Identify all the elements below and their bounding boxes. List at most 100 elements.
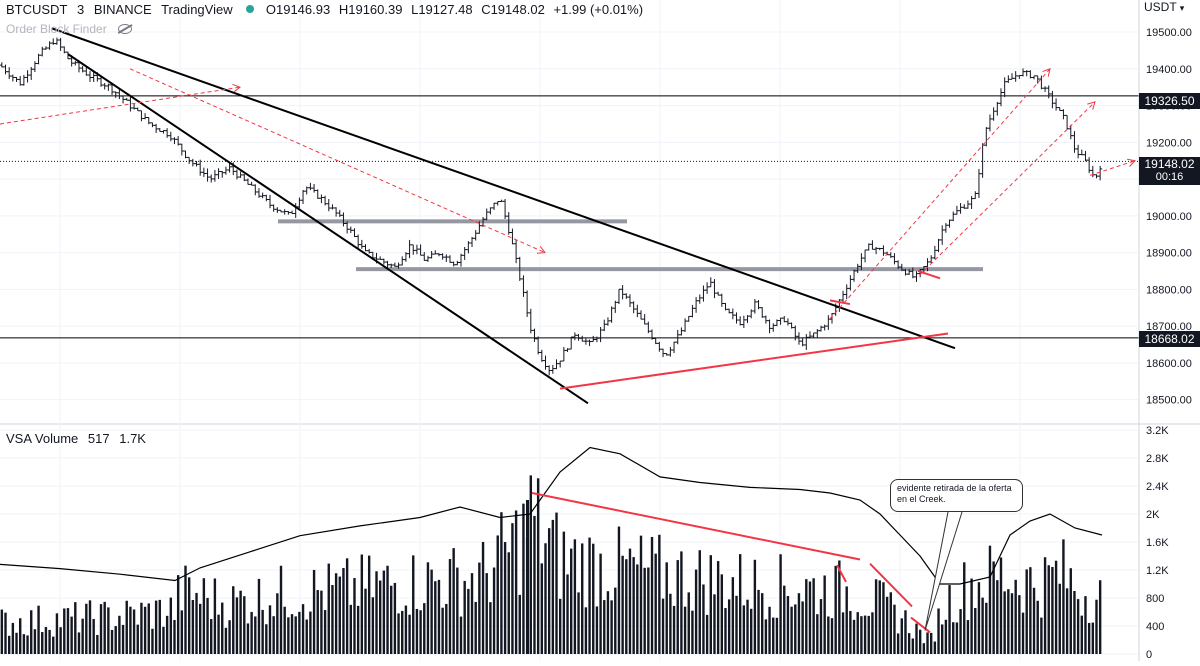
ohlc-bar xyxy=(605,317,610,326)
ohlc-bar xyxy=(558,360,563,368)
ohlc-bar xyxy=(290,210,295,214)
ohlc-bar xyxy=(396,262,401,269)
volume-bar xyxy=(415,608,419,654)
ohlc-bar xyxy=(1050,90,1055,109)
ohlc-bar xyxy=(987,114,992,132)
symbol-legend: BTCUSDT 3 BINANCE TradingView O19146.93 … xyxy=(6,2,648,17)
ohlc-bar xyxy=(425,255,430,262)
volume-bar xyxy=(1098,580,1102,654)
volume-axis[interactable]: 3.2K 2.8K 2.4K 2K 1.6K 1.2K 800 400 0 xyxy=(1146,425,1169,661)
volume-bar xyxy=(680,551,683,654)
currency-label[interactable]: USDT xyxy=(1144,0,1177,14)
symbol-name[interactable]: BTCUSDT xyxy=(6,2,68,17)
ohlc-bar xyxy=(334,207,339,217)
ohlc-bar xyxy=(341,212,346,227)
ohlc-bar xyxy=(220,170,225,178)
ohlc-bar xyxy=(161,130,166,134)
ohlc-bar xyxy=(561,347,566,362)
ohlc-bar xyxy=(528,308,533,334)
ohlc-bar xyxy=(275,207,280,213)
ohlc-bar xyxy=(113,91,118,98)
order-block-zone xyxy=(278,219,627,224)
ohlc-bar xyxy=(962,204,967,209)
volume-bar xyxy=(345,558,349,654)
ohlc-bar xyxy=(32,61,37,73)
volume-bar xyxy=(88,600,92,654)
volume-average-line xyxy=(0,446,1103,585)
volume-bar xyxy=(566,574,569,654)
volume-bar xyxy=(536,478,540,654)
annotation-callout[interactable]: evidente retirada de la oferta en el Cre… xyxy=(890,479,1023,512)
volume-bar xyxy=(926,632,929,654)
ohlc-bar xyxy=(172,137,177,145)
ohlc-bar xyxy=(701,285,706,302)
ohlc-bar xyxy=(877,247,882,251)
ohlc-bar xyxy=(400,256,405,266)
indicator-legend[interactable]: Order Block Finder xyxy=(6,22,133,36)
black-trendline xyxy=(51,27,956,350)
ohlc-bar xyxy=(216,168,221,179)
ohlc-bar xyxy=(804,334,809,350)
volume-bar xyxy=(996,580,999,654)
ohlc-bar xyxy=(128,96,133,112)
ohlc-bar xyxy=(121,95,126,104)
hidden-eye-icon[interactable] xyxy=(118,24,133,34)
volume-bar xyxy=(1062,539,1065,654)
ohlc-bar xyxy=(194,160,199,167)
volume-bar xyxy=(878,580,881,654)
volume-bar xyxy=(716,561,720,654)
price-tick-label: 19400.00 xyxy=(1146,64,1192,76)
volume-bar xyxy=(121,624,125,654)
ohlc-bar xyxy=(110,83,115,95)
volume-bar xyxy=(419,610,422,654)
volume-bar xyxy=(426,562,430,654)
volume-legend[interactable]: VSA Volume 517 1.7K xyxy=(6,431,152,446)
volume-bar xyxy=(7,635,11,654)
ohlc-bar xyxy=(242,174,247,182)
volume-indicator-name[interactable]: VSA Volume xyxy=(6,431,79,446)
ohlc-bar xyxy=(183,150,188,159)
price-axis[interactable]: 19500.0019400.0019300.0019200.0019100.00… xyxy=(1138,0,1192,661)
ohlc-bar xyxy=(429,250,434,259)
chevron-down-icon[interactable]: ▾ xyxy=(1179,3,1185,13)
volume-bar xyxy=(709,555,712,654)
price-bars xyxy=(0,37,1103,376)
volume-red-line xyxy=(531,492,861,561)
ohlc-bar xyxy=(598,326,603,343)
volume-bar xyxy=(999,557,1003,654)
ohlc-bar xyxy=(1076,144,1081,159)
ohlc-bar xyxy=(547,365,552,376)
volume-bar xyxy=(283,606,286,654)
ohlc-bar xyxy=(686,315,691,322)
interval-label[interactable]: 3 xyxy=(77,2,85,17)
ohlc-bar xyxy=(43,46,48,50)
volume-bar xyxy=(301,604,305,654)
volume-bar xyxy=(761,593,764,654)
ohlc-bar xyxy=(899,263,904,271)
volume-bar xyxy=(463,580,466,654)
ohlc-bar xyxy=(583,337,588,345)
ohlc-bar xyxy=(767,319,772,334)
volume-bar xyxy=(81,618,84,654)
currency-selector[interactable]: USDT ▾ xyxy=(1144,0,1184,14)
volume-bar xyxy=(1018,595,1021,654)
resistance-price-tag: 19326.50 xyxy=(1139,93,1200,109)
ohlc-bar xyxy=(1043,86,1048,92)
ohlc-bar xyxy=(150,122,155,128)
ohlc-bar xyxy=(800,337,805,347)
ohlc-bar xyxy=(844,284,849,300)
ohlc-bar xyxy=(440,253,445,260)
volume-bar xyxy=(603,600,606,654)
ohlc-bar xyxy=(1013,71,1018,82)
indicator-name[interactable]: Order Block Finder xyxy=(6,22,107,36)
ohlc-bar xyxy=(143,113,148,120)
ohlc-bar xyxy=(65,51,70,60)
volume-bar xyxy=(907,633,911,654)
volume-bar xyxy=(588,537,591,654)
volume-bar xyxy=(125,600,128,654)
volume-bar xyxy=(110,629,114,654)
volume-bar xyxy=(595,606,599,654)
volume-bar xyxy=(221,602,224,654)
